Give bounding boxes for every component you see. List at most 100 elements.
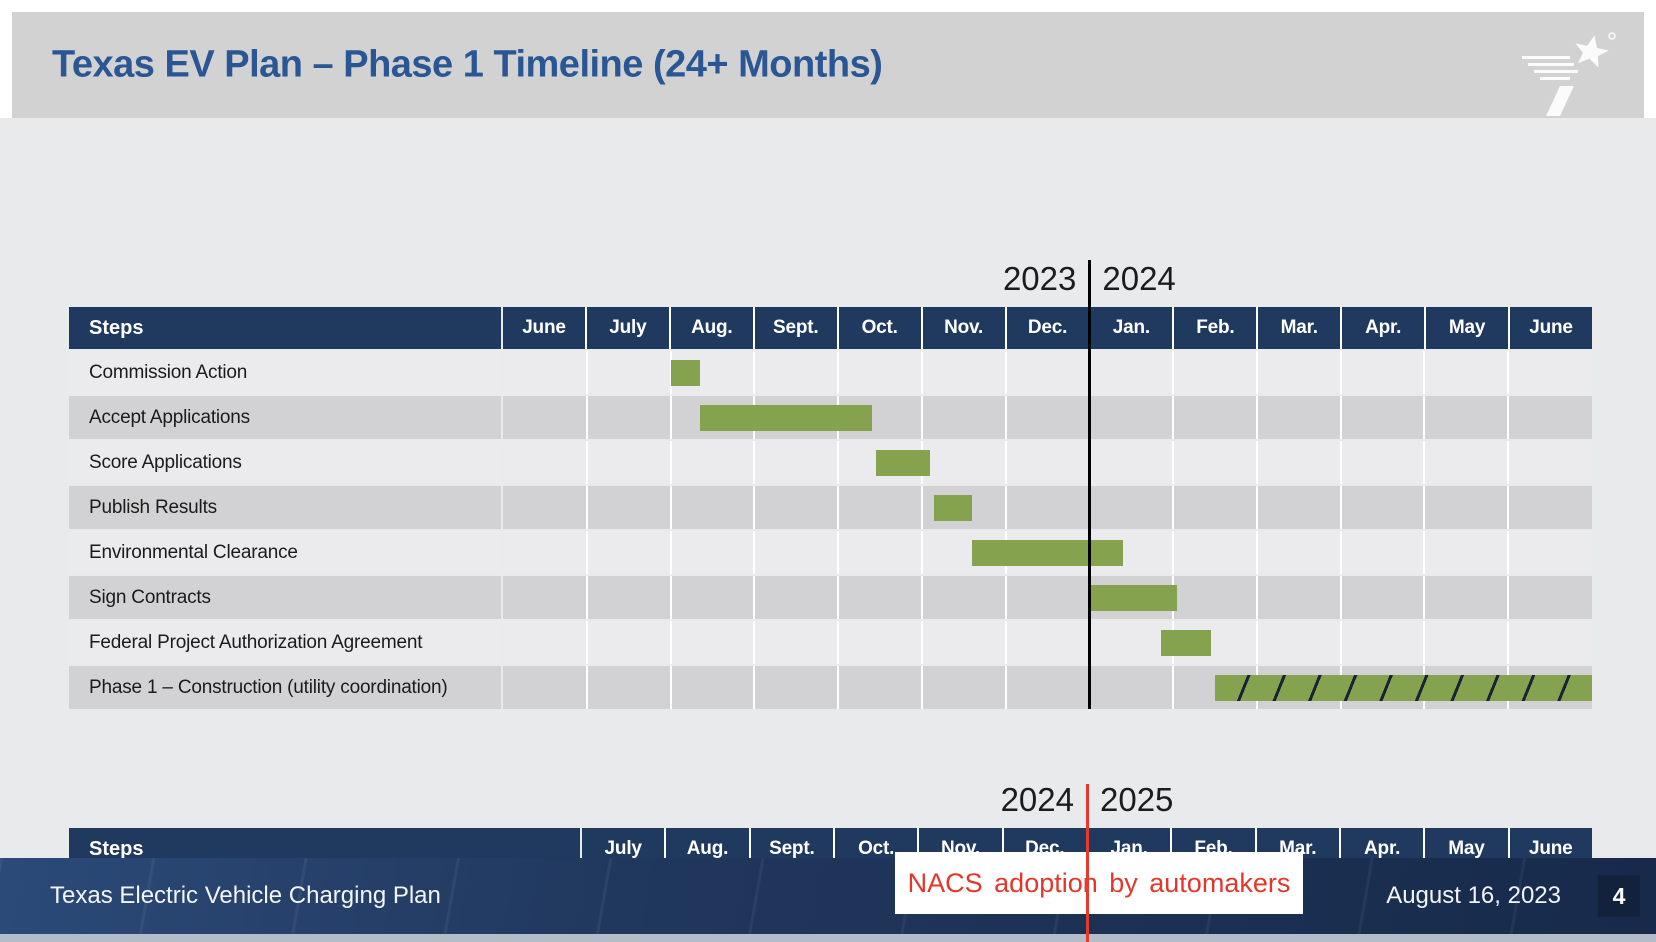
column-separator: [1004, 351, 1007, 394]
column-separator: [1423, 486, 1426, 529]
column-separator: [1339, 441, 1342, 484]
footer-plan-title: Texas Electric Vehicle Charging Plan: [50, 882, 441, 909]
row-label: Environmental Clearance: [69, 531, 501, 574]
row-track: [503, 666, 1592, 709]
gantt-bar: [972, 539, 1123, 566]
column-separator: [1255, 396, 1258, 439]
slide-title: Texas EV Plan – Phase 1 Timeline (24+ Mo…: [52, 43, 883, 86]
year-label-left: 2024: [1000, 781, 1074, 818]
column-separator: [837, 486, 840, 529]
column-separator: [753, 621, 756, 664]
column-separator: [1423, 531, 1426, 574]
row-track: [503, 441, 1592, 484]
row-label: Phase 1 – Construction (utility coordina…: [69, 666, 501, 709]
column-separator: [837, 531, 840, 574]
month-header: Oct.: [836, 307, 921, 349]
bottom-strip: [0, 934, 1656, 942]
table-row: Phase 1 – Construction (utility coordina…: [69, 666, 1592, 709]
gantt-bar-hatched: [1215, 674, 1592, 701]
month-header: Feb.: [1172, 307, 1256, 349]
column-separator: [753, 441, 756, 484]
column-separator: [837, 351, 840, 394]
column-separator: [920, 621, 923, 664]
column-separator: [585, 621, 588, 664]
row-track: [503, 351, 1592, 394]
column-separator: [837, 576, 840, 619]
row-track: [503, 531, 1592, 574]
month-header-track: June July Aug. Sept. Oct. Nov. Dec. Jan. Feb. Mar…: [503, 307, 1592, 349]
column-separator: [1507, 621, 1510, 664]
column-separator: [585, 531, 588, 574]
month-header: June: [522, 317, 566, 338]
year-label-right: 2025: [1100, 781, 1174, 818]
column-separator: [1172, 396, 1175, 439]
page-number: 4: [1598, 875, 1640, 917]
gantt-table-2023-2024: Steps June July Aug. Sept. Oct. Nov. Dec. Jan. Fe…: [69, 260, 1592, 709]
row-label: Publish Results: [69, 486, 501, 529]
column-separator: [1172, 351, 1175, 394]
column-separator: [1339, 351, 1342, 394]
column-separator: [669, 441, 672, 484]
year-labels: 2024 2025: [1001, 781, 1174, 819]
table-row: Federal Project Authorization Agreement: [69, 621, 1592, 664]
gantt-bar: [934, 494, 973, 521]
column-separator: [1339, 396, 1342, 439]
month-header: Jan.: [1088, 307, 1172, 349]
nacs-callout: NACS adoption by automakers: [895, 852, 1303, 914]
month-header: July: [604, 838, 642, 859]
column-separator: [753, 666, 756, 709]
column-separator: [1423, 576, 1426, 619]
column-separator: [669, 396, 672, 439]
row-track: [503, 396, 1592, 439]
column-separator: [1507, 396, 1510, 439]
month-header: June: [1507, 828, 1592, 870]
column-separator: [1423, 441, 1426, 484]
month-header: Oct.: [832, 828, 917, 870]
column-separator: [1255, 441, 1258, 484]
row-track: [503, 576, 1592, 619]
table-row: Commission Action: [69, 351, 1592, 394]
column-separator: [1004, 666, 1007, 709]
row-label: Sign Contracts: [69, 576, 501, 619]
column-separator: [920, 486, 923, 529]
column-separator: [1423, 396, 1426, 439]
year-label-right: 2024: [1102, 260, 1176, 297]
column-separator: [585, 441, 588, 484]
column-separator: [669, 486, 672, 529]
row-track: [503, 621, 1592, 664]
column-separator: [585, 576, 588, 619]
month-header: Apr.: [1338, 828, 1423, 870]
column-separator: [920, 666, 923, 709]
year-labels: 2023 2024: [1003, 260, 1176, 298]
column-separator: [1004, 396, 1007, 439]
column-separator: [1507, 576, 1510, 619]
steps-header: Steps: [69, 307, 501, 349]
year-divider-line: [1085, 784, 1089, 942]
month-header: Aug.: [668, 307, 753, 349]
texas-star-logo: [1522, 32, 1616, 116]
column-separator: [1255, 351, 1258, 394]
month-header: Mar.: [1256, 307, 1340, 349]
month-header: Aug.: [664, 828, 748, 870]
row-label: Federal Project Authorization Agreement: [69, 621, 501, 664]
row-track: [503, 486, 1592, 529]
footer-band: Texas Electric Vehicle Charging Plan Aug…: [0, 858, 1656, 934]
column-separator: [1004, 621, 1007, 664]
gantt-bar: [875, 449, 931, 476]
column-separator: [1172, 486, 1175, 529]
month-header: Sept.: [748, 828, 833, 870]
column-separator: [585, 396, 588, 439]
column-separator: [1423, 351, 1426, 394]
year-label-left: 2023: [1002, 260, 1077, 297]
column-separator: [1423, 621, 1426, 664]
column-separator: [753, 351, 756, 394]
column-separator: [920, 351, 923, 394]
column-separator: [1339, 531, 1342, 574]
column-separator: [837, 666, 840, 709]
table-row: Accept Applications: [69, 396, 1592, 439]
column-separator: [585, 351, 588, 394]
month-header: Apr.: [1340, 307, 1424, 349]
column-separator: [1255, 486, 1258, 529]
column-separator: [1339, 621, 1342, 664]
column-separator: [920, 576, 923, 619]
